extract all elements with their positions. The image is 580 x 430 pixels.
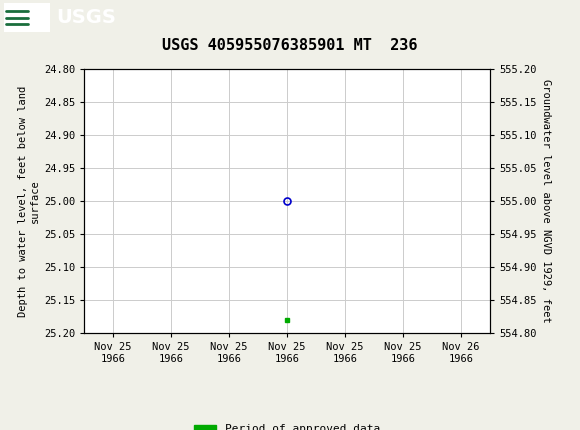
- Legend: Period of approved data: Period of approved data: [190, 420, 385, 430]
- FancyBboxPatch shape: [4, 3, 50, 32]
- Y-axis label: Groundwater level above NGVD 1929, feet: Groundwater level above NGVD 1929, feet: [541, 79, 551, 323]
- Text: USGS: USGS: [56, 8, 116, 27]
- Y-axis label: Depth to water level, feet below land
surface: Depth to water level, feet below land su…: [18, 86, 39, 316]
- Text: USGS 405955076385901 MT  236: USGS 405955076385901 MT 236: [162, 38, 418, 52]
